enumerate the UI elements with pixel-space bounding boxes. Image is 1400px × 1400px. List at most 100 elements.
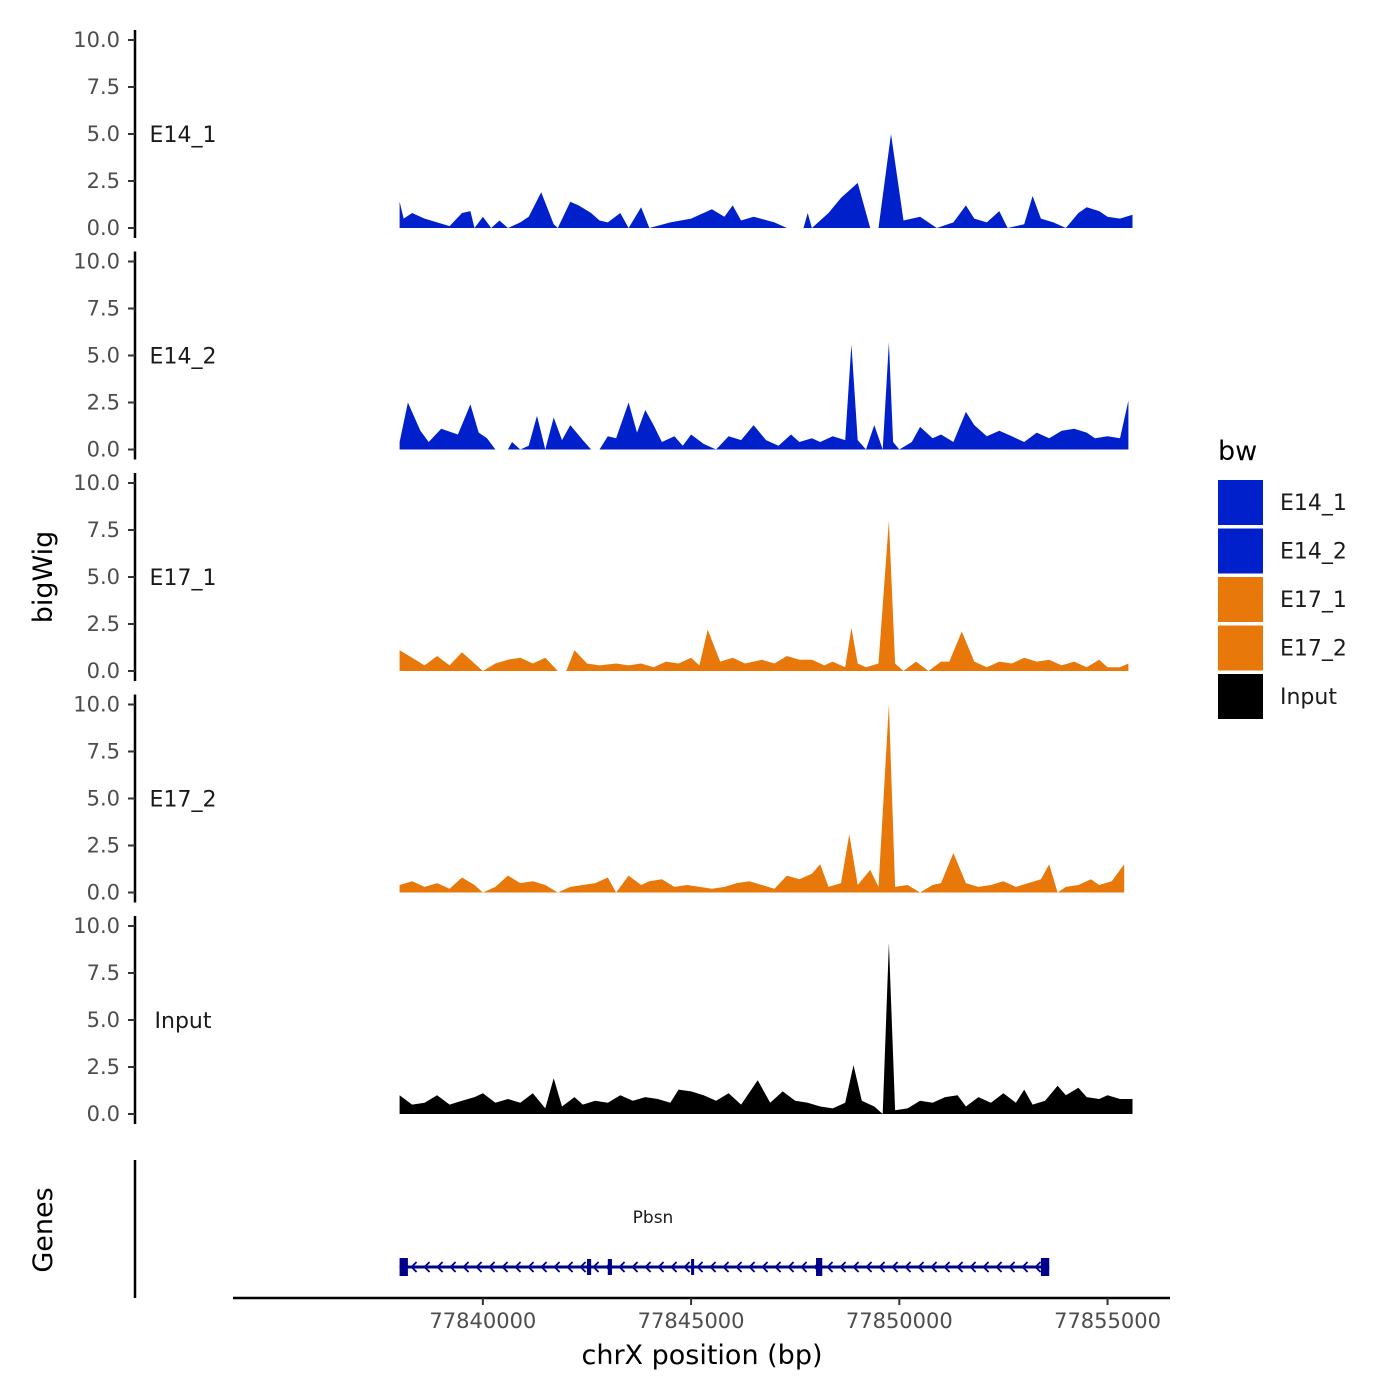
y-tick-label-e14-2-1: 2.5 (87, 391, 120, 415)
strand-arrow-12 (566, 1261, 574, 1273)
panel-input: 0.0 2.5 5.0 7.5 10.0 Input (73, 914, 1133, 1126)
legend-title: bw (1218, 436, 1257, 467)
strand-arrow-24 (722, 1261, 730, 1273)
panel-e14-1: 0.0 2.5 5.0 7.5 10.0 E14_1 (73, 28, 1133, 240)
gene-exon-5 (1040, 1258, 1050, 1276)
y-axis-title: bigWig (28, 531, 59, 624)
strand-arrow-4 (462, 1261, 470, 1273)
track-label-e17-1: E17_1 (150, 566, 217, 591)
x-tick-label-0: 77840000 (429, 1309, 536, 1333)
strand-arrow-23 (709, 1261, 717, 1273)
strand-arrow-5 (475, 1261, 483, 1273)
gene-exon-4 (816, 1258, 823, 1276)
legend-label-e17-2: E17_2 (1280, 637, 1347, 662)
track-label-e17-2: E17_2 (150, 788, 217, 813)
strand-arrow-33 (839, 1261, 847, 1273)
legend-key-e17-1 (1218, 577, 1263, 622)
strand-arrow-29 (787, 1261, 795, 1273)
legend-key-e17-2 (1218, 625, 1263, 671)
strand-arrow-40 (930, 1261, 938, 1273)
legend-label-e14-1: E14_1 (1280, 491, 1347, 516)
strand-arrow-22 (696, 1261, 704, 1273)
y-tick-label-e17-1-3: 7.5 (87, 518, 120, 542)
strand-arrow-21 (683, 1261, 691, 1273)
strand-arrow-19 (657, 1261, 665, 1273)
strand-arrow-48 (1034, 1261, 1042, 1273)
y-tick-label-e17-1-4: 10.0 (73, 471, 120, 495)
strand-arrow-14 (592, 1261, 600, 1273)
track-label-e14-2: E14_2 (150, 345, 217, 370)
y-tick-label-e17-1-1: 2.5 (87, 612, 120, 636)
y-tick-label-e17-2-2: 5.0 (87, 787, 120, 811)
strand-arrow-30 (800, 1261, 808, 1273)
x-axis: 77840000 77845000 77850000 77855000 (429, 1298, 1161, 1333)
strand-arrow-47 (1021, 1261, 1029, 1273)
gene-track: Pbsn (133, 1160, 1170, 1300)
gene-exon-3 (691, 1259, 695, 1275)
y-tick-label-e14-1-2: 5.0 (87, 122, 120, 146)
legend-label-e17-1: E17_1 (1280, 588, 1347, 613)
strand-arrow-13 (579, 1261, 587, 1273)
strand-arrow-10 (540, 1261, 548, 1273)
legend-label-input: Input (1280, 685, 1337, 710)
strand-arrow-8 (514, 1261, 522, 1273)
y-tick-label-input-4: 10.0 (73, 914, 120, 938)
y-tick-label-e14-2-4: 10.0 (73, 250, 120, 274)
x-tick-label-3: 77855000 (1054, 1309, 1161, 1333)
strand-arrow-11 (553, 1261, 561, 1273)
strand-arrow-46 (1008, 1261, 1016, 1273)
strand-arrow-26 (748, 1261, 756, 1273)
y-tick-label-e14-2-0: 0.0 (87, 438, 120, 462)
x-axis-title: chrX position (bp) (581, 1340, 822, 1371)
strand-arrow-3 (449, 1261, 457, 1273)
y-tick-label-e17-2-4: 10.0 (73, 693, 120, 717)
panel-e14-2: 0.0 2.5 5.0 7.5 10.0 E14_2 (73, 250, 1129, 462)
strand-arrow-35 (865, 1261, 873, 1273)
legend-label-e14-2: E14_2 (1280, 540, 1347, 565)
strand-arrow-18 (644, 1261, 652, 1273)
strand-arrow-1 (423, 1261, 431, 1273)
x-tick-label-2: 77850000 (846, 1309, 953, 1333)
y-tick-label-e17-2-0: 0.0 (87, 881, 120, 905)
area-e17-2 (399, 704, 1125, 893)
y-tick-label-input-3: 7.5 (87, 961, 120, 985)
y-tick-label-e14-1-4: 10.0 (73, 28, 120, 52)
strand-arrow-25 (735, 1261, 743, 1273)
area-input (399, 942, 1133, 1114)
strand-arrow-45 (995, 1261, 1003, 1273)
legend-key-e14-1 (1218, 480, 1263, 525)
strand-arrow-43 (969, 1261, 977, 1273)
legend-key-input (1218, 674, 1263, 719)
strand-arrow-0 (410, 1261, 418, 1273)
gene-exon-0 (399, 1258, 408, 1276)
y-tick-label-e17-2-3: 7.5 (87, 740, 120, 764)
strand-arrow-38 (904, 1261, 912, 1273)
track-label-input: Input (155, 1009, 212, 1034)
legend: E14_1 E14_2 E17_1 E17_2 Input (1218, 480, 1347, 719)
area-e14-2 (399, 342, 1129, 450)
strand-arrow-37 (891, 1261, 899, 1273)
legend-key-e14-2 (1218, 528, 1263, 574)
strand-arrow-9 (527, 1261, 535, 1273)
y-tick-label-e14-2-3: 7.5 (87, 297, 120, 321)
track-label-e14-1: E14_1 (150, 123, 217, 148)
y-tick-label-input-2: 5.0 (87, 1008, 120, 1032)
strand-arrow-39 (917, 1261, 925, 1273)
y-tick-label-e17-2-1: 2.5 (87, 834, 120, 858)
strand-arrow-28 (774, 1261, 782, 1273)
x-tick-label-1: 77845000 (638, 1309, 745, 1333)
y-tick-label-e17-1-2: 5.0 (87, 565, 120, 589)
strand-arrow-2 (436, 1261, 444, 1273)
track-panels: 0.0 2.5 5.0 7.5 10.0 E14_1 0.0 2.5 5.0 7.5 10.0 E14… (73, 28, 1133, 1126)
strand-arrow-20 (670, 1261, 678, 1273)
y-tick-label-e14-1-1: 2.5 (87, 169, 120, 193)
strand-arrow-27 (761, 1261, 769, 1273)
y-tick-label-e14-1-3: 7.5 (87, 75, 120, 99)
strand-arrow-41 (943, 1261, 951, 1273)
panel-e17-1: 0.0 2.5 5.0 7.5 10.0 E17_1 (73, 471, 1129, 683)
genes-axis-title: Genes (28, 1187, 59, 1272)
y-tick-label-e17-1-0: 0.0 (87, 659, 120, 683)
strand-arrow-42 (956, 1261, 964, 1273)
gene-exon-2 (607, 1259, 612, 1275)
